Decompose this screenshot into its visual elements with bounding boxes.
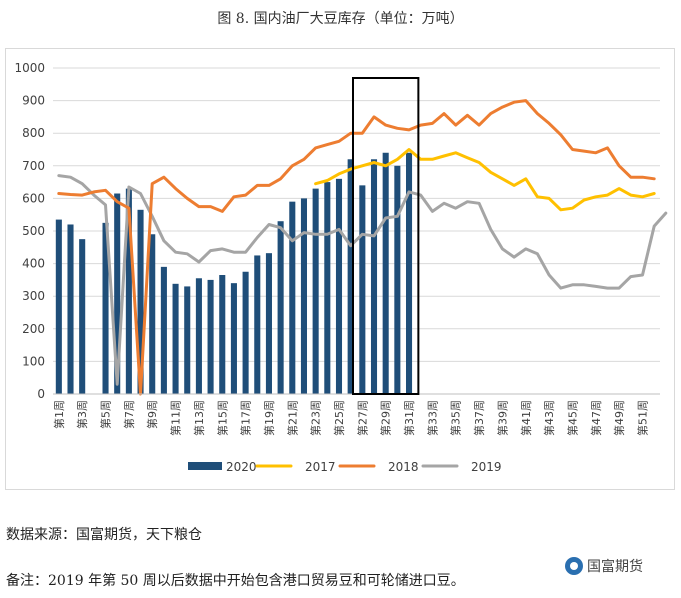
bar-2020 bbox=[230, 283, 237, 394]
bar-2020 bbox=[242, 271, 249, 394]
footnote: 备注：2019 年第 50 周以后数据中开始包含港口贸易豆和可轮储进口豆。 bbox=[6, 573, 465, 589]
y-tick-label: 300 bbox=[22, 289, 45, 303]
data-source-note: 数据来源：国富期货，天下粮仓 bbox=[6, 527, 202, 543]
x-tick-label: 第23周 bbox=[309, 400, 323, 436]
bar-2020 bbox=[324, 182, 331, 394]
bar-2020 bbox=[254, 255, 261, 394]
chart-canvas: 01002003004005006007008009001000 第1周 第3周第… bbox=[14, 61, 668, 474]
y-tick-label: 800 bbox=[22, 126, 45, 140]
line-2018 bbox=[57, 99, 656, 396]
bar-2020 bbox=[55, 219, 62, 394]
bar-2020 bbox=[265, 253, 272, 394]
x-tick-label: 第19周 bbox=[262, 400, 276, 436]
x-tick-label: 第35周 bbox=[449, 400, 463, 436]
highlight-box bbox=[351, 77, 420, 395]
bar-2020 bbox=[289, 201, 296, 394]
x-tick-label: 第47周 bbox=[589, 400, 603, 436]
bar-2020 bbox=[160, 266, 167, 394]
y-tick-label: 0 bbox=[37, 387, 45, 401]
x-tick-label: 第39周 bbox=[495, 400, 509, 436]
bar-2020 bbox=[79, 239, 86, 394]
x-tick-label: 第15周 bbox=[215, 400, 229, 436]
line-series bbox=[57, 99, 668, 396]
brand-watermark: 国富期货 bbox=[565, 556, 643, 576]
x-tick-label: 第45周 bbox=[565, 400, 579, 436]
bar-2020 bbox=[219, 275, 226, 394]
bar-2020 bbox=[137, 209, 144, 394]
x-tick-label: 第9周 bbox=[145, 400, 159, 429]
x-axis-ticks: 第1周 第3周 第5周 第7周 第9周 第11周 第13周 第15周 第17周 第19周 第21周第… bbox=[52, 393, 660, 436]
bar-2020 bbox=[125, 188, 132, 394]
x-tick-label: 第7周 bbox=[122, 400, 136, 429]
y-axis-ticks: 0 100 200 300 400 500 600 700 800 900 1000 bbox=[14, 61, 45, 401]
x-tick-label: 第5周 bbox=[99, 400, 113, 429]
bar-2020 bbox=[207, 279, 214, 394]
x-tick-label: 第31周 bbox=[402, 400, 416, 436]
bar-2020 bbox=[347, 159, 354, 394]
chart-title: 图 8. 国内油厂大豆库存（单位：万吨） bbox=[217, 11, 464, 27]
bar-2020 bbox=[67, 224, 74, 394]
bar-2020 bbox=[405, 152, 413, 394]
x-tick-label: 第29周 bbox=[379, 400, 393, 436]
bar-2020 bbox=[172, 283, 179, 394]
bar-2020 bbox=[184, 286, 191, 394]
line-2017 bbox=[314, 148, 656, 212]
legend-swatch-2020 bbox=[188, 462, 222, 470]
x-tick-label: 第37周 bbox=[472, 400, 486, 436]
y-tick-label: 100 bbox=[22, 354, 45, 368]
bar-2020 bbox=[300, 198, 308, 394]
bar-2020 bbox=[149, 234, 156, 394]
y-tick-label: 600 bbox=[22, 191, 45, 205]
bar-2020 bbox=[114, 193, 121, 394]
highlight-box-layer bbox=[351, 77, 420, 395]
x-tick-label: 第51周 bbox=[635, 400, 649, 436]
x-tick-label: 第25周 bbox=[332, 400, 346, 436]
x-tick-label: 第49周 bbox=[612, 400, 626, 436]
legend-label-2019: 2019 bbox=[471, 460, 502, 474]
x-tick-label: 第27周 bbox=[355, 400, 369, 436]
y-tick-label: 1000 bbox=[14, 61, 45, 75]
bar-2020 bbox=[370, 159, 378, 394]
brand-name: 国富期货 bbox=[587, 559, 643, 575]
bar-2020 bbox=[102, 222, 109, 394]
y-tick-label: 200 bbox=[22, 322, 45, 336]
x-tick-label: 第41周 bbox=[519, 400, 533, 436]
x-tick-label: 第17周 bbox=[239, 400, 253, 436]
x-tick-label: 第11周 bbox=[169, 400, 183, 436]
bar-2020 bbox=[335, 178, 343, 394]
x-tick-label: 第1周 bbox=[52, 400, 66, 429]
legend-label-2020: 2020 bbox=[226, 460, 257, 474]
x-tick-label: 第21周 bbox=[285, 400, 299, 436]
legend-label-2018: 2018 bbox=[388, 460, 419, 474]
bar-2020 bbox=[382, 152, 389, 394]
bar-2020 bbox=[312, 188, 319, 394]
legend-label-2017: 2017 bbox=[305, 460, 336, 474]
y-tick-label: 500 bbox=[22, 224, 45, 238]
y-tick-label: 700 bbox=[22, 159, 45, 173]
brand-logo-icon bbox=[565, 557, 583, 575]
bar-2020 bbox=[277, 221, 284, 394]
y-tick-label: 400 bbox=[22, 257, 45, 271]
x-tick-label: 第13周 bbox=[192, 400, 206, 436]
chart-frame bbox=[5, 48, 675, 490]
bar-2020 bbox=[394, 165, 401, 394]
bar-2020 bbox=[359, 185, 366, 394]
series-2020-bars bbox=[55, 152, 413, 394]
x-tick-label: 第43周 bbox=[542, 400, 556, 436]
line-2019 bbox=[57, 174, 668, 386]
x-tick-label: 第3周 bbox=[75, 400, 89, 429]
x-tick-label: 第33周 bbox=[425, 400, 439, 436]
legend: 2020 2017 2018 2019 bbox=[188, 460, 502, 474]
y-tick-label: 900 bbox=[22, 94, 45, 108]
bar-2020 bbox=[195, 278, 202, 394]
